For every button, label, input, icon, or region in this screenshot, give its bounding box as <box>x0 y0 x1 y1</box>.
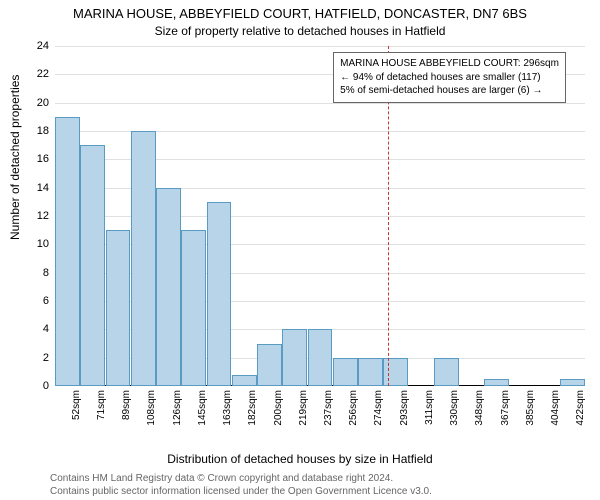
y-tick: 18 <box>37 125 49 137</box>
bar <box>207 202 232 386</box>
y-tick: 4 <box>43 323 49 335</box>
bar <box>55 117 80 386</box>
annotation-box: MARINA HOUSE ABBEYFIELD COURT: 296sqm← 9… <box>333 52 566 103</box>
x-tick: 52sqm <box>71 390 82 420</box>
x-tick: 219sqm <box>298 390 309 426</box>
y-tick: 12 <box>37 210 49 222</box>
footer-line2: Contains public sector information licen… <box>50 485 432 498</box>
x-tick: 182sqm <box>247 390 258 426</box>
x-axis-label: Distribution of detached houses by size … <box>0 452 600 466</box>
title-main: MARINA HOUSE, ABBEYFIELD COURT, HATFIELD… <box>0 6 600 21</box>
bar <box>131 131 156 386</box>
bar <box>434 358 459 386</box>
x-tick: 385sqm <box>525 390 536 426</box>
x-tick: 293sqm <box>399 390 410 426</box>
x-tick: 89sqm <box>121 390 132 420</box>
y-tick: 8 <box>43 267 49 279</box>
x-tick: 367sqm <box>500 390 511 426</box>
bar <box>308 329 333 386</box>
annot-line: 5% of semi-detached houses are larger (6… <box>340 84 559 98</box>
title-sub: Size of property relative to detached ho… <box>0 24 600 38</box>
bar <box>484 379 509 386</box>
chart-plot: 02468101214161820222452sqm71sqm89sqm108s… <box>55 46 585 386</box>
y-tick: 20 <box>37 97 49 109</box>
y-tick: 22 <box>37 68 49 80</box>
x-tick: 163sqm <box>222 390 233 426</box>
x-tick: 330sqm <box>449 390 460 426</box>
bar <box>156 188 181 386</box>
bar <box>106 230 131 386</box>
gridline <box>55 103 585 104</box>
bar <box>282 329 307 386</box>
x-tick: 108sqm <box>146 390 157 426</box>
bar <box>358 358 383 386</box>
x-tick: 422sqm <box>575 390 586 426</box>
x-tick: 256sqm <box>348 390 359 426</box>
bar <box>257 344 282 387</box>
y-tick: 10 <box>37 238 49 250</box>
bar <box>232 375 257 386</box>
x-tick: 126sqm <box>172 390 183 426</box>
x-tick: 404sqm <box>550 390 561 426</box>
annot-line: ← 94% of detached houses are smaller (11… <box>340 71 559 85</box>
y-tick: 16 <box>37 153 49 165</box>
y-axis-label: Number of detached properties <box>8 75 22 240</box>
y-tick: 0 <box>43 380 49 392</box>
x-tick: 348sqm <box>474 390 485 426</box>
footer-line1: Contains HM Land Registry data © Crown c… <box>50 472 432 485</box>
x-tick: 237sqm <box>323 390 334 426</box>
footer-attribution: Contains HM Land Registry data © Crown c… <box>50 472 432 498</box>
bar <box>560 379 585 386</box>
annot-line: MARINA HOUSE ABBEYFIELD COURT: 296sqm <box>340 57 559 71</box>
x-tick: 311sqm <box>424 390 435 425</box>
y-tick: 6 <box>43 295 49 307</box>
x-tick: 145sqm <box>197 390 208 426</box>
bar <box>80 145 105 386</box>
y-tick: 24 <box>37 40 49 52</box>
y-tick: 14 <box>37 182 49 194</box>
bar <box>333 358 358 386</box>
x-tick: 71sqm <box>96 390 107 420</box>
y-tick: 2 <box>43 352 49 364</box>
x-tick: 274sqm <box>373 390 384 426</box>
bar <box>181 230 206 386</box>
bar <box>383 358 408 386</box>
x-tick: 200sqm <box>273 390 284 426</box>
gridline <box>55 46 585 47</box>
